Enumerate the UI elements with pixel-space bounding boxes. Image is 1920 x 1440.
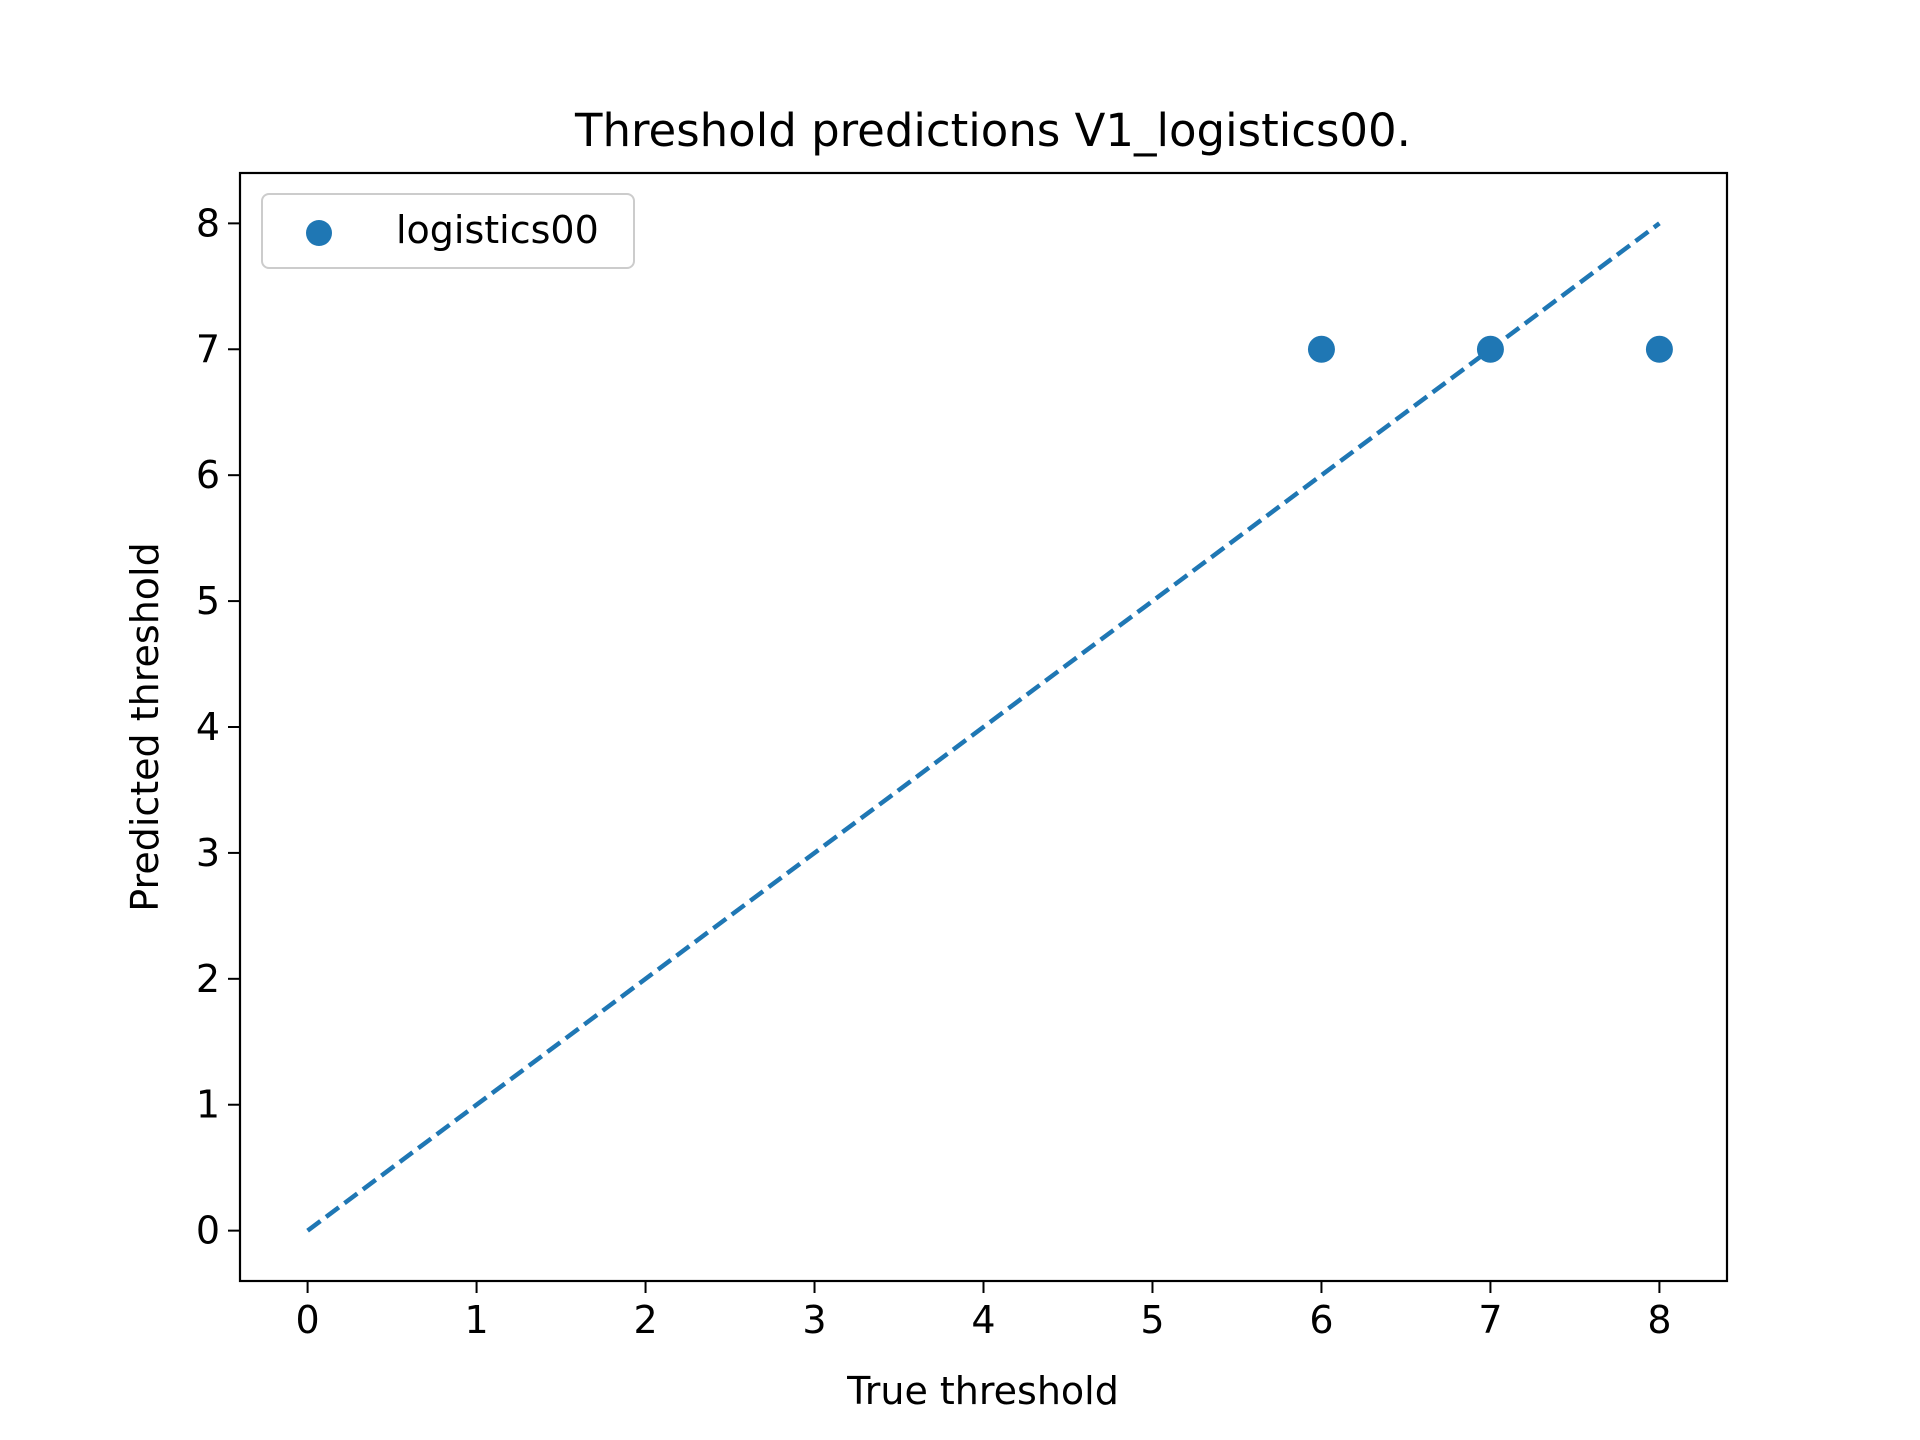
y-tick-label: 5 [196, 579, 220, 623]
y-tick-label: 2 [196, 957, 220, 1001]
x-axis-label: True threshold [846, 1369, 1119, 1413]
y-axis-label: Predicted threshold [123, 542, 167, 911]
y-axis-ticks: 0 1 2 3 4 5 6 7 8 [196, 201, 240, 1253]
x-tick-label: 3 [802, 1298, 826, 1342]
x-tick-label: 4 [971, 1298, 995, 1342]
legend: logistics00 [261, 193, 635, 269]
x-tick-label: 8 [1647, 1298, 1671, 1342]
legend-box [261, 193, 635, 269]
x-axis-ticks: 0 1 2 3 4 5 6 7 8 [295, 1281, 1672, 1342]
x-tick-label: 7 [1478, 1298, 1502, 1342]
chart-title: Threshold predictions V1_logistics00. [574, 104, 1411, 157]
y-tick-label: 1 [196, 1083, 220, 1127]
x-tick-label: 1 [464, 1298, 488, 1342]
y-tick-label: 8 [196, 201, 220, 245]
reference-line-group [306, 221, 1661, 1233]
y-tick-label: 7 [196, 327, 220, 371]
data-point [1476, 335, 1504, 363]
y-tick-label: 3 [196, 831, 220, 875]
reference-line [306, 221, 1661, 1233]
legend-marker [306, 220, 332, 246]
data-point [1307, 335, 1335, 363]
data-points-group [1307, 335, 1673, 363]
y-tick-label: 4 [196, 705, 220, 749]
data-point [1645, 335, 1673, 363]
x-tick-label: 6 [1309, 1298, 1333, 1342]
x-tick-label: 0 [295, 1298, 319, 1342]
y-tick-label: 0 [196, 1209, 220, 1253]
y-tick-label: 6 [196, 453, 220, 497]
x-tick-label: 5 [1140, 1298, 1164, 1342]
x-tick-label: 2 [633, 1298, 657, 1342]
legend-label: logistics00 [396, 208, 599, 252]
